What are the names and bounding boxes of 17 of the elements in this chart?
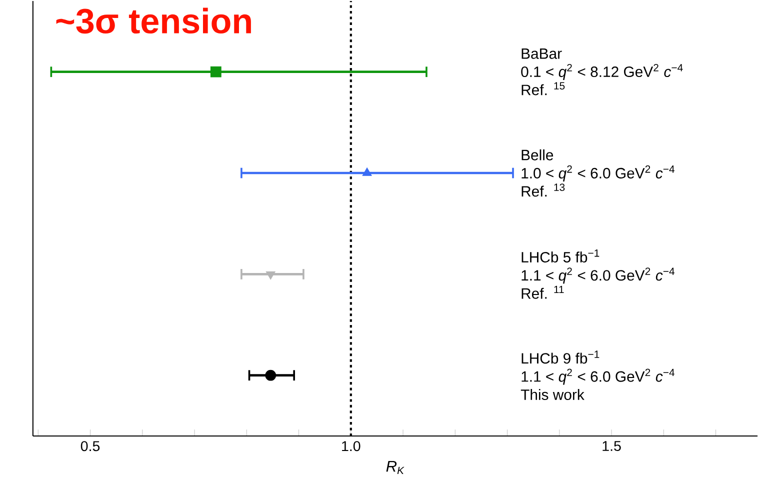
text: Belle: [522, 149, 554, 160]
text: LHCb 5 fb$^{−1}$: [522, 249, 600, 262]
annotation: ~3σ tension: [56, 8, 251, 34]
x-tick-label: 1.5: [602, 440, 621, 451]
annotation: 1.0 < q$^{2}$ < 6.0 GeV$^{2}$ c$^{−4}$: [522, 165, 674, 182]
x-tick-label: 1.0: [342, 440, 360, 452]
annotation: This work: [520, 388, 584, 400]
text: LHCb 9 fb$^{−1}$: [522, 350, 600, 364]
annotation: 1.1 < q$^{2}$ < 6.0 GeV$^{2}$ c$^{−4}$: [522, 368, 674, 385]
x-axis-title: R$_{K}$: [386, 460, 404, 474]
annotation: 1.1 < q$^{2}$ < 6.0 GeV$^{2}$ c$^{−4}$: [522, 267, 674, 284]
annotation: Ref. $^{15}$: [522, 82, 565, 96]
text: BaBar: [522, 48, 562, 59]
annotation: 0.1 < q$^{2}$ < 8.12 GeV$^{2}$ c$^{−4}$: [521, 64, 683, 80]
annotation: Ref. $^{13}$: [522, 183, 565, 197]
annotation: Ref. $^{11}$: [522, 286, 564, 299]
x-tick-label: 0.5: [80, 440, 100, 452]
